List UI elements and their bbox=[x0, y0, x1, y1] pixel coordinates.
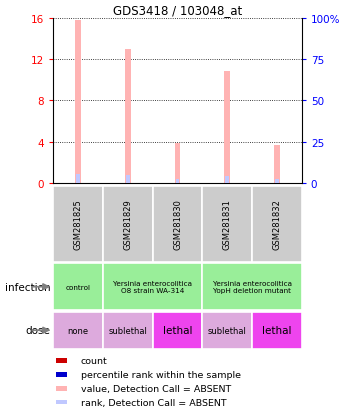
Text: GSM281829: GSM281829 bbox=[123, 199, 132, 250]
Text: lethal: lethal bbox=[163, 325, 192, 335]
Bar bbox=[53, 187, 103, 262]
Text: dose: dose bbox=[26, 325, 51, 335]
Title: GDS3418 / 103048_at: GDS3418 / 103048_at bbox=[113, 5, 242, 17]
Text: none: none bbox=[68, 326, 88, 335]
Bar bbox=[202, 312, 252, 349]
Bar bbox=[153, 187, 202, 262]
Bar bbox=[126, 175, 130, 184]
Bar bbox=[56, 372, 67, 377]
Bar bbox=[56, 386, 67, 391]
Text: control: control bbox=[66, 284, 91, 290]
Bar bbox=[53, 312, 103, 349]
Bar bbox=[103, 312, 153, 349]
Bar bbox=[53, 263, 103, 311]
Text: value, Detection Call = ABSENT: value, Detection Call = ABSENT bbox=[81, 384, 231, 393]
Text: percentile rank within the sample: percentile rank within the sample bbox=[81, 370, 240, 379]
Bar bbox=[56, 358, 67, 363]
Bar bbox=[252, 312, 302, 349]
Bar bbox=[275, 179, 279, 184]
Text: GSM281830: GSM281830 bbox=[173, 199, 182, 250]
Bar bbox=[56, 400, 67, 404]
Bar bbox=[103, 187, 153, 262]
Text: GSM281825: GSM281825 bbox=[73, 199, 83, 250]
Text: lethal: lethal bbox=[262, 325, 292, 335]
Bar bbox=[202, 263, 302, 311]
Bar bbox=[153, 312, 202, 349]
Bar bbox=[202, 187, 252, 262]
Text: GSM281831: GSM281831 bbox=[223, 199, 232, 250]
Bar bbox=[75, 21, 81, 184]
Text: Yersinia enterocolitica
YopH deletion mutant: Yersinia enterocolitica YopH deletion mu… bbox=[213, 280, 292, 294]
Text: GSM281832: GSM281832 bbox=[272, 199, 282, 250]
Bar bbox=[76, 175, 80, 184]
Text: count: count bbox=[81, 356, 107, 365]
Bar bbox=[103, 263, 202, 311]
Bar bbox=[224, 72, 230, 184]
Text: infection: infection bbox=[5, 282, 51, 292]
Bar bbox=[252, 187, 302, 262]
Bar bbox=[175, 143, 180, 184]
Text: rank, Detection Call = ABSENT: rank, Detection Call = ABSENT bbox=[81, 398, 226, 406]
Bar bbox=[176, 179, 179, 184]
Bar bbox=[225, 177, 229, 184]
Bar bbox=[125, 50, 131, 184]
Text: Yersinia enterocolitica
O8 strain WA-314: Yersinia enterocolitica O8 strain WA-314 bbox=[113, 280, 192, 294]
Text: sublethal: sublethal bbox=[208, 326, 247, 335]
Text: sublethal: sublethal bbox=[108, 326, 147, 335]
Bar bbox=[274, 145, 280, 184]
